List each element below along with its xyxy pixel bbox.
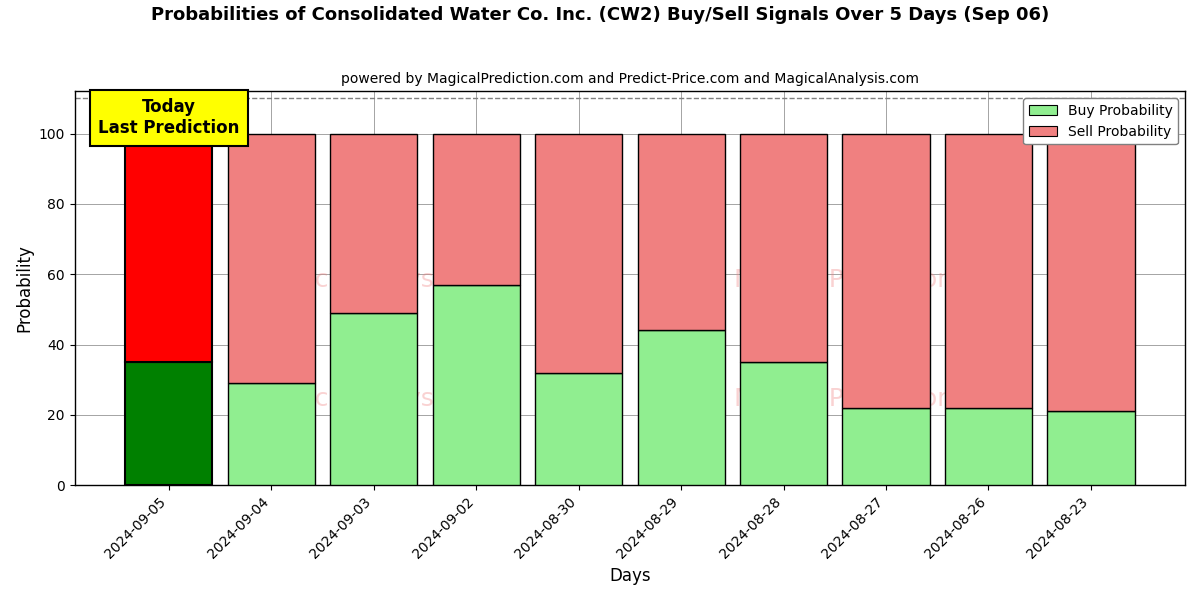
Text: MagicalPrediction.com: MagicalPrediction.com bbox=[733, 268, 1015, 292]
Bar bbox=[432, 134, 520, 285]
Bar bbox=[1048, 134, 1134, 412]
Bar bbox=[228, 383, 314, 485]
Text: Probabilities of Consolidated Water Co. Inc. (CW2) Buy/Sell Signals Over 5 Days : Probabilities of Consolidated Water Co. … bbox=[151, 6, 1049, 24]
Bar bbox=[1048, 412, 1134, 485]
Bar bbox=[125, 362, 212, 485]
Bar bbox=[842, 134, 930, 408]
Text: MagicalAnalysis.com: MagicalAnalysis.com bbox=[256, 268, 516, 292]
Legend: Buy Probability, Sell Probability: Buy Probability, Sell Probability bbox=[1024, 98, 1178, 145]
Bar bbox=[535, 134, 622, 373]
Bar bbox=[842, 408, 930, 485]
Bar bbox=[330, 134, 418, 313]
Bar bbox=[228, 134, 314, 383]
Bar bbox=[432, 285, 520, 485]
Text: MagicalPrediction.com: MagicalPrediction.com bbox=[733, 386, 1015, 410]
Text: MagicalAnalysis.com: MagicalAnalysis.com bbox=[256, 386, 516, 410]
Bar bbox=[740, 134, 827, 362]
Bar bbox=[125, 134, 212, 362]
Bar bbox=[944, 408, 1032, 485]
Text: Today
Last Prediction: Today Last Prediction bbox=[98, 98, 239, 137]
Bar bbox=[330, 313, 418, 485]
Bar bbox=[637, 331, 725, 485]
Title: powered by MagicalPrediction.com and Predict-Price.com and MagicalAnalysis.com: powered by MagicalPrediction.com and Pre… bbox=[341, 72, 919, 86]
Bar bbox=[535, 373, 622, 485]
Bar bbox=[944, 134, 1032, 408]
Y-axis label: Probability: Probability bbox=[16, 244, 34, 332]
Bar bbox=[740, 362, 827, 485]
Bar bbox=[637, 134, 725, 331]
X-axis label: Days: Days bbox=[610, 567, 650, 585]
